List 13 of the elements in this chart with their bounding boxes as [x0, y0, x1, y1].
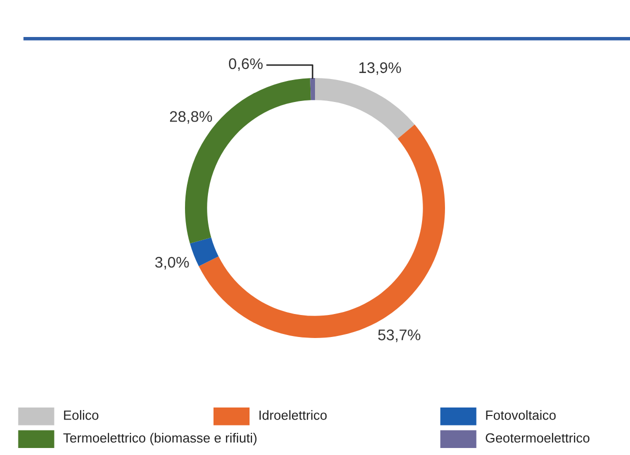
- data-label: 28,8%: [170, 111, 212, 124]
- data-label: 53,7%: [378, 329, 420, 342]
- legend-label: Eolico: [64, 410, 98, 420]
- donut-slice: [310, 78, 315, 100]
- donut-slice: [315, 78, 415, 139]
- legend-label: Idroelettrico: [260, 410, 327, 420]
- legend-label: Termoelettrico (biomasse e rifiuti): [63, 432, 256, 446]
- data-label: 3,0%: [155, 256, 189, 270]
- data-label: 13,9%: [359, 62, 401, 75]
- legend-label: Geotermoelettrico: [486, 432, 590, 443]
- legend-label: Fotovoltaico: [486, 410, 556, 420]
- data-label: 0,6%: [228, 58, 263, 71]
- donut-slice: [190, 237, 219, 266]
